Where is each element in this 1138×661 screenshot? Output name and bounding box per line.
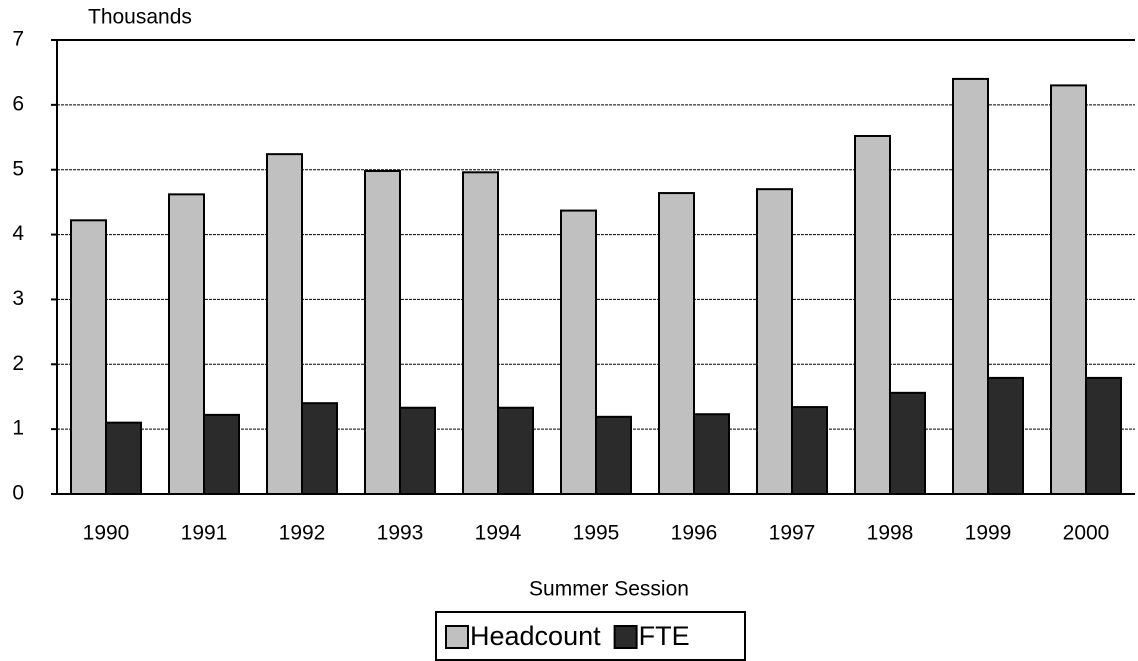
y-tick-label: 5 — [12, 157, 24, 180]
bar — [399, 406, 436, 495]
y-tick-label: 6 — [12, 92, 24, 115]
y-tick-label: 3 — [12, 287, 24, 310]
bar — [791, 406, 828, 495]
bar — [105, 421, 142, 495]
bar — [756, 188, 793, 496]
bar — [560, 209, 597, 495]
bar — [693, 413, 730, 495]
bar — [1050, 84, 1087, 496]
legend-swatch — [613, 625, 638, 649]
x-tick-label: 1990 — [83, 522, 130, 545]
x-tick-label: 1996 — [671, 522, 718, 545]
y-unit-label: Thousands — [88, 6, 192, 29]
bar — [497, 406, 534, 495]
bar — [462, 171, 499, 496]
bar — [203, 413, 240, 496]
legend-box — [435, 611, 746, 661]
bar — [266, 153, 303, 496]
x-tick-label: 1992 — [279, 522, 326, 545]
x-tick-label: 1994 — [475, 522, 522, 545]
x-tick-label: 1993 — [377, 522, 424, 545]
bar — [889, 391, 926, 495]
x-tick-label: 1998 — [867, 522, 914, 545]
y-tick-label: 0 — [12, 482, 24, 505]
bar — [1085, 376, 1122, 495]
x-tick-label: 2000 — [1063, 522, 1110, 545]
x-tick-label: 1997 — [769, 522, 816, 545]
bar — [168, 193, 205, 496]
x-tick-label: 1991 — [181, 522, 228, 545]
y-tick-label: 2 — [12, 352, 24, 375]
legend-label: Headcount — [470, 621, 601, 651]
bar — [364, 170, 401, 496]
x-tick-label: 1995 — [573, 522, 620, 545]
legend-swatch — [445, 625, 469, 649]
x-tick-label: 1999 — [965, 522, 1012, 545]
bar — [987, 376, 1024, 495]
bar — [70, 219, 107, 495]
y-tick-label: 1 — [12, 417, 24, 440]
y-tick-label: 4 — [12, 222, 24, 245]
bar — [658, 192, 695, 495]
bar — [854, 134, 891, 495]
bar — [301, 402, 338, 496]
y-tick-label: 7 — [12, 28, 24, 51]
bar — [952, 77, 989, 496]
x-axis-label: Summer Session — [529, 578, 689, 601]
bar — [595, 415, 632, 496]
legend-label: FTE — [639, 621, 690, 651]
